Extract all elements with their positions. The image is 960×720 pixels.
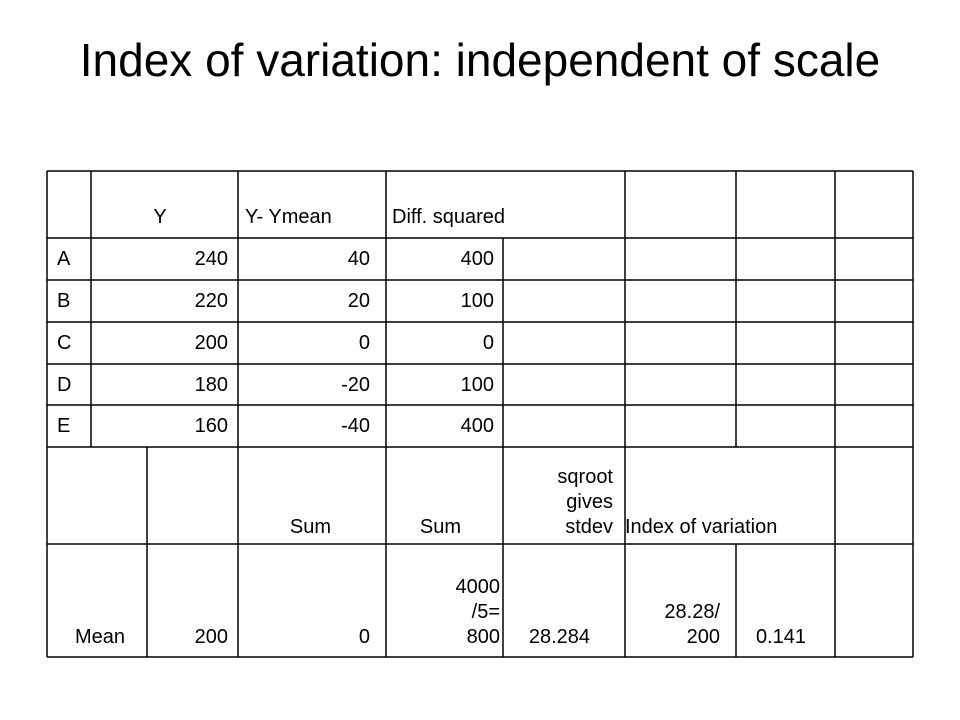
table-cell: 160 bbox=[194, 415, 228, 437]
table-cell: 100 bbox=[460, 290, 494, 312]
table-cell: Index of variation bbox=[625, 516, 778, 538]
table-cell: 0 bbox=[358, 626, 370, 648]
table-cell: 100 bbox=[460, 374, 494, 396]
table-cell: 400 bbox=[460, 248, 494, 270]
table-cell: Sum bbox=[289, 516, 331, 538]
table-cell: 240 bbox=[194, 248, 228, 270]
row-label: A bbox=[57, 248, 71, 270]
table-cell: 200 bbox=[194, 626, 228, 648]
table-cell: 220 bbox=[194, 290, 228, 312]
column-header: Diff. squared bbox=[392, 206, 506, 228]
table-cell: sqroot gives stdev bbox=[557, 466, 613, 538]
table-cell: 40 bbox=[347, 248, 370, 270]
table-cell: -20 bbox=[341, 374, 370, 396]
column-header: Y bbox=[153, 206, 167, 228]
table-cell: 0 bbox=[482, 332, 494, 354]
row-label: B bbox=[57, 290, 71, 312]
table-cell: 28.284 bbox=[528, 626, 590, 648]
table-cell: -40 bbox=[341, 415, 370, 437]
table-cell: 4000 /5= 800 bbox=[455, 576, 501, 648]
table-cell: 180 bbox=[194, 374, 228, 396]
table-cell: 200 bbox=[194, 332, 228, 354]
table-cell: 0.141 bbox=[755, 626, 806, 648]
table-cell: 28.28/ 200 bbox=[664, 601, 720, 648]
table-cell: 0 bbox=[358, 332, 370, 354]
column-header: Y- Ymean bbox=[245, 206, 332, 228]
row-label: Mean bbox=[74, 626, 125, 648]
slide-title: Index of variation: independent of scale bbox=[79, 34, 881, 86]
table-cell: 400 bbox=[460, 415, 494, 437]
table-cell: 20 bbox=[347, 290, 370, 312]
row-label: C bbox=[57, 332, 72, 354]
row-label: D bbox=[57, 374, 72, 396]
row-label: E bbox=[57, 415, 71, 437]
table-cell: Sum bbox=[419, 516, 461, 538]
